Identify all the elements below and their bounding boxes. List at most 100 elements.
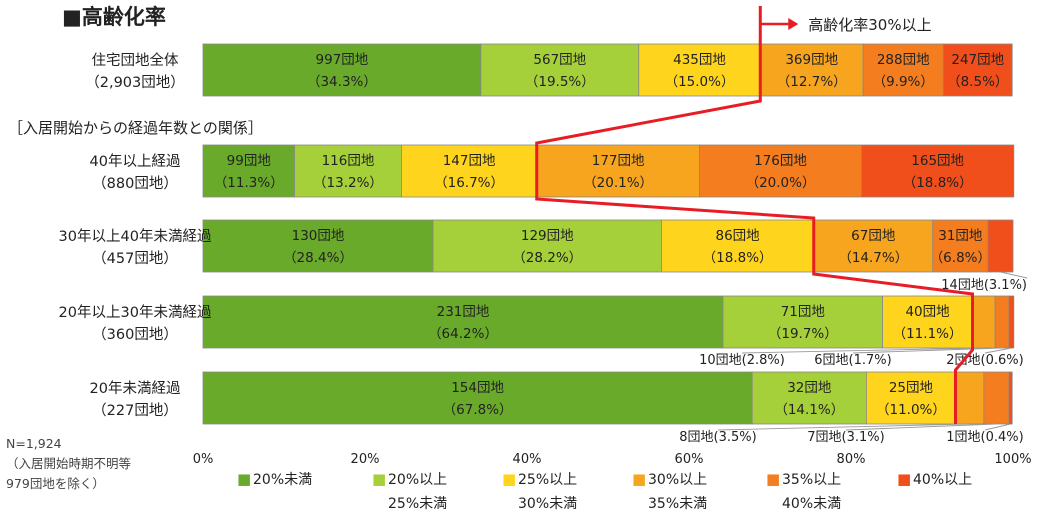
callout-leader [984,423,1011,431]
bar-segment [865,371,956,425]
bar-segment [932,219,989,273]
bar-segment [536,144,700,198]
legend-label-line2: 25%未満 [388,496,447,512]
data-label-count: 369団地 [785,52,838,68]
bar-segment [983,371,1010,425]
data-label-count: 32団地 [787,380,832,396]
data-label-count: 129団地 [521,228,574,244]
data-label-count: 177団地 [592,153,645,169]
data-label-percent: （64.2%） [428,326,498,342]
legend-swatch: ■ [632,470,646,488]
outside-labels-group: 14団地(3.1%)10団地(2.8%) 6団地(1.7%) 2団地(0.6%)8団… [679,271,1028,445]
data-label-outside: 7団地(3.1%) [807,430,884,445]
category-label: 30年以上40年未満経過 [59,228,212,245]
data-label-count: 31団地 [938,228,983,244]
note-line: N=1,924 [6,436,62,451]
data-label-count: 997団地 [316,52,369,68]
data-label-percent: （19.5%） [525,74,595,90]
data-label-count: 165団地 [911,153,964,169]
data-label-count: 86団地 [716,228,761,244]
bar-segment [202,144,295,198]
x-tick-label: 100% [994,452,1031,467]
data-label-percent: （20.0%） [746,175,816,191]
data-label-count: 435団地 [673,52,726,68]
data-label-percent: （28.2%） [512,250,582,266]
data-label-count: 25団地 [889,380,934,396]
bar-segment [759,43,864,97]
data-label-count: 567団地 [533,52,586,68]
data-label-count: 130団地 [292,228,345,244]
data-label-percent: （11.0%） [876,402,946,418]
bar-segment [202,295,724,349]
bar-segment [202,371,753,425]
x-tick-label: 0% [193,452,214,467]
legend-label: 25%以上 [518,472,577,488]
annotation-arrow-head [788,18,799,30]
legend-label: 20%未満 [253,472,312,488]
data-label-count: 116団地 [322,153,375,169]
category-labels-group: 住宅団地全体 （2,903団地） 40年以上経過 （880団地） 30年以上40年未満経… [59,51,212,419]
category-label: 40年以上経過 [90,153,181,170]
bar-segment [294,144,402,198]
bar-segment [401,144,538,198]
legend-label: 35%以上 [782,472,841,488]
data-label-percent: （18.8%） [903,175,973,191]
callout-leader [984,347,1012,354]
bar-segment [942,43,1013,97]
threshold-line [535,6,974,424]
note-line: 979団地を除く） [6,476,105,491]
data-label-count: 40団地 [905,304,950,320]
bar-segment [661,219,815,273]
data-label-percent: （20.1%） [583,175,653,191]
data-label-count: 71団地 [781,304,826,320]
data-label-percent: （15.0%） [665,74,735,90]
legend-label: 30%以上 [648,472,707,488]
data-label-percent: （9.9%） [873,74,934,90]
bar-segment [882,295,973,349]
callout-leader [1000,271,1028,279]
data-label-percent: （11.1%） [893,326,963,342]
chart-title: ■高齢化率 [62,5,166,29]
bars-group: 997団地 （34.3%） 567団地 （19.5%） 435団地 （15.0%） 369団… [202,43,1015,425]
data-label-count: 67団地 [851,228,896,244]
data-label-outside: 8団地(3.5%) [679,430,756,445]
callout-leader [717,423,970,431]
category-label: 住宅団地全体 [92,51,179,69]
bar-segment [862,43,944,97]
data-label-percent: （19.7%） [768,326,838,342]
bar-segment [751,371,867,425]
data-label-percent: （13.2%） [313,175,383,191]
data-label-outside: 1団地(0.4%) [946,430,1023,445]
threshold-guide: 高齢化率30%以上 [535,6,974,424]
x-tick-label: 40% [513,452,542,467]
legend-swatch: ■ [372,470,386,488]
callout-leader [845,423,997,431]
data-label-percent: （8.5%） [947,74,1008,90]
data-label-outside: 10団地(2.8%) [699,353,785,368]
x-tick-label: 80% [837,452,866,467]
annotation-label: 高齢化率30%以上 [808,16,931,34]
callout-leader [741,347,984,354]
category-label: 20年未満経過 [90,380,181,397]
legend-label-line2: 35%未満 [648,496,707,512]
legend-label-line2: 40%未満 [782,496,841,512]
bar-segment [955,371,985,425]
data-label-outside: 14団地(3.1%) [941,278,1027,293]
bar-segment [1008,371,1013,425]
callout-leader [852,347,1003,354]
legend-swatch: ■ [237,470,251,488]
bar-segment [994,295,1010,349]
note-line: （入居開始時期不明等 [6,456,131,471]
data-label-percent: （14.1%） [774,402,844,418]
legend-label: 20%以上 [388,472,447,488]
legend-label: 40%以上 [913,472,972,488]
legend-swatch: ■ [766,470,780,488]
data-label-outside: 6団地(1.7%) [814,353,891,368]
data-label-count: 154団地 [451,380,504,396]
bar-segment [638,43,761,97]
legend-swatch: ■ [897,470,911,488]
bar-segment [202,43,482,97]
category-sublabel: （457団地） [92,250,178,267]
